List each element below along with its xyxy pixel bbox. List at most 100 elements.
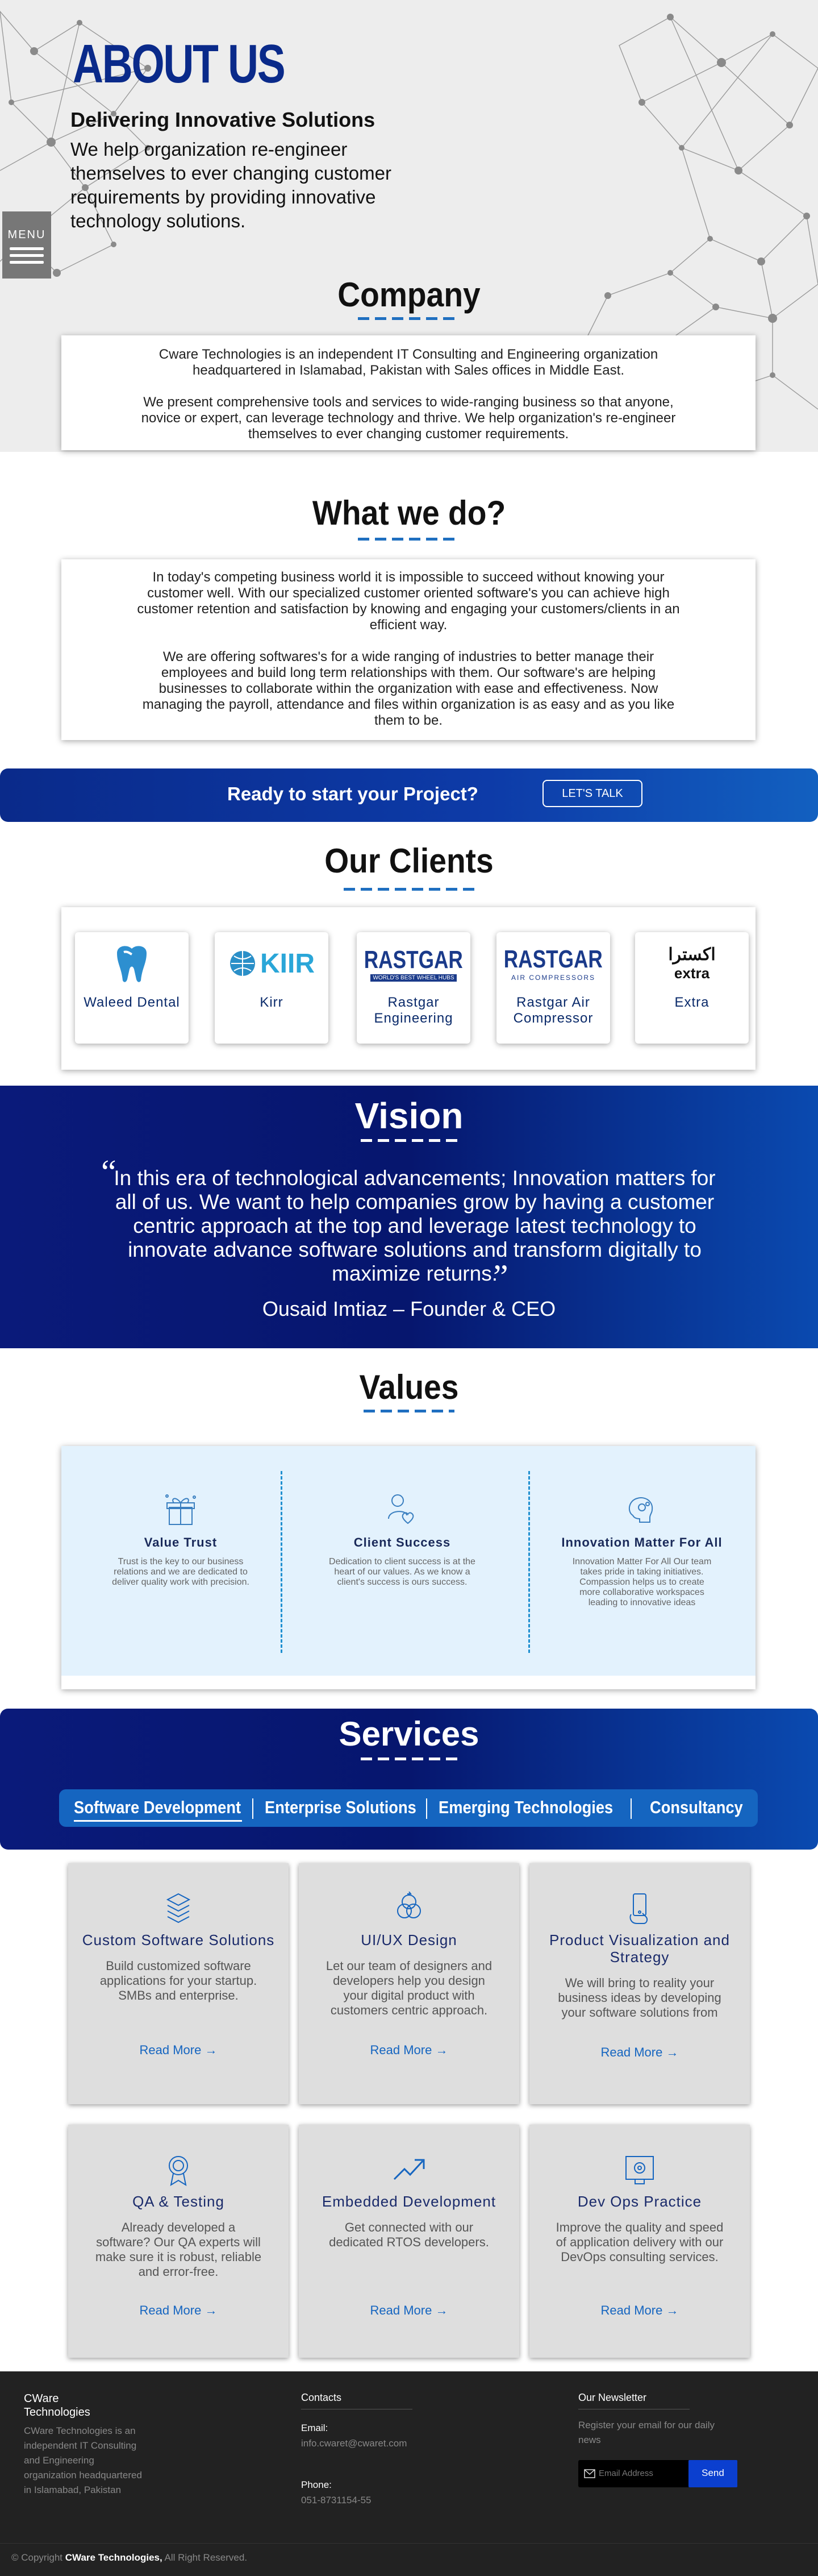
service-card-ui-ux[interactable]: UI/UX Design Let our team of designers a… [299,1863,519,2104]
newsletter-desc: Register your email for our daily news [578,2420,715,2445]
lets-talk-button[interactable]: LET'S TALK [542,780,642,807]
quote-open-icon: “ [101,1153,116,1191]
tab-software-development[interactable]: Software Development [74,1797,241,1817]
value-title: Value Trust [144,1535,218,1549]
email-label: Email: [301,2423,328,2433]
values-panel: Value Trust Trust is the key to our busi… [61,1446,756,1689]
active-tab-indicator [74,1820,242,1822]
rastgar-air-logo-text: RASTGAR [503,945,603,973]
arrow-right-icon: → [666,2045,679,2059]
phone-link[interactable]: 051-8731154-55 [301,2495,372,2506]
services-title: Services [339,1715,479,1753]
quote-close-icon: ” [493,1258,508,1295]
company-card: Cware Technologies is an independent IT … [61,335,756,450]
whatwedo-paragraph-2: We are offering softwares's for a wide r… [142,649,675,728]
company-paragraph-2: We present comprehensive tools and servi… [141,394,676,442]
services-title-underline [361,1758,457,1760]
arrow-right-icon: → [204,2043,218,2057]
newsletter-title: Our Newsletter [578,2392,647,2403]
service-desc: Get connected with our dedicated RTOS de… [329,2220,489,2249]
whatwedo-title: What we do? [312,494,506,532]
read-more-label: Read More [139,2303,202,2317]
service-desc: Already developed a software? Our QA exp… [95,2220,262,2279]
copyright-prefix: © Copyright [11,2552,63,2563]
arrow-right-icon: → [666,2303,679,2317]
company-title: Company [337,276,481,314]
extra-logo-arabic: اكسترا [668,945,716,964]
tab-enterprise-solutions[interactable]: Enterprise Solutions [265,1797,416,1817]
vision-author: Ousaid Imtiaz – Founder & CEO [262,1297,556,1320]
footer-divider [0,2543,818,2544]
copyright-suffix: All Right Reserved. [164,2552,248,2563]
badge-icon [68,2153,289,2187]
values-title-underline [364,1410,454,1412]
read-more-link[interactable]: Read More → [529,2045,750,2060]
footer-about: CWare Technologies is an independent IT … [24,2425,142,2495]
heart-person-icon [388,1494,414,1524]
tab-emerging-technologies[interactable]: Emerging Technologies [439,1797,614,1817]
client-card-rastgar-engineering[interactable]: RASTGAR WORLD'S BEST WHEEL HUBS Rastgar … [357,932,470,1044]
layers-icon [68,1892,289,1926]
value-divider [281,1471,282,1653]
vision-section: Vision “ In this era of technological ad… [0,1086,818,1348]
service-title: Dev Ops Practice [577,2193,702,2210]
mobile-touch-icon [529,1892,750,1926]
menu-label: MENU [7,228,46,241]
client-card-rastgar-air[interactable]: RASTGAR AIR COMPRESSORS Rastgar Air Comp… [496,932,610,1044]
cta-text: Ready to start your Project? [227,783,478,804]
company-paragraph-1: Cware Technologies is an independent IT … [158,347,658,378]
client-name: Rastgar Engineering [374,995,453,1026]
read-more-link[interactable]: Read More → [299,2043,519,2058]
service-card-product-visualization[interactable]: Product Visualization and Strategy We wi… [529,1863,750,2104]
menu-button[interactable]: MENU [2,211,51,279]
kirr-logo-text: KIIR [260,948,315,979]
client-card-waleed-dental[interactable]: Waleed Dental [75,932,189,1044]
service-card-embedded[interactable]: Embedded Development Get connected with … [299,2125,519,2358]
envelope-icon [584,2469,595,2478]
arrow-right-icon: → [435,2303,448,2317]
value-title: Client Success [353,1535,451,1549]
service-card-qa-testing[interactable]: QA & Testing Already developed a softwar… [68,2125,289,2358]
service-desc: Improve the quality and speed of applica… [556,2220,724,2264]
rastgar-logo-text: RASTGAR [364,945,464,974]
read-more-link[interactable]: Read More → [68,2043,289,2058]
newsletter-email-input[interactable]: Email Address [578,2460,690,2487]
clients-title: Our Clients [324,842,494,880]
read-more-link[interactable]: Read More → [299,2303,519,2318]
page-title: ABOUT US [73,34,286,94]
read-more-label: Read More [139,2043,202,2057]
whatwedo-paragraph-1: In today's competing business world it i… [137,570,680,633]
service-desc: Build customized software applications f… [99,1959,257,2002]
tooth-logo-icon [75,932,189,995]
values-title: Values [359,1368,459,1406]
service-card-custom-software[interactable]: Custom Software Solutions Build customiz… [68,1863,289,2104]
read-more-link[interactable]: Read More → [68,2303,289,2318]
value-item-innovation: Innovation Matter For All Innovation Mat… [540,1493,744,1608]
contacts-title: Contacts [301,2392,342,2403]
brain-gear-icon [628,1497,653,1523]
whatwedo-title-underline [358,538,460,541]
service-title: Embedded Development [322,2193,496,2210]
hero-description: We help organization re-engineer themsel… [70,139,391,231]
client-card-kirr[interactable]: KIIR Kirr [215,932,328,1044]
newsletter-send-button[interactable]: Send [688,2460,737,2487]
service-card-devops[interactable]: Dev Ops Practice Improve the quality and… [529,2125,750,2358]
vision-quote: In this era of technological advancement… [114,1166,716,1285]
cta-banner: Ready to start your Project? LET'S TALK [0,768,818,822]
value-divider [528,1471,530,1653]
tab-consultancy[interactable]: Consultancy [650,1797,743,1817]
email-link[interactable]: info.cwaret@cwaret.com [301,2438,407,2449]
copyright-brand-link[interactable]: CWare Technologies, [65,2552,162,2563]
service-title: Product Visualization and Strategy [549,1931,730,1966]
arrow-right-icon: → [435,2043,448,2057]
client-card-extra[interactable]: اكسترا extra Extra [635,932,749,1044]
tab-separator [631,1798,632,1819]
hamburger-icon [10,247,44,264]
trend-up-icon [299,2153,519,2187]
footer-brand: CWare Technologies [24,2392,90,2419]
read-more-label: Read More [600,2303,663,2317]
newsletter-email-placeholder: Email Address [599,2469,653,2478]
globe-logo-icon [230,951,255,976]
read-more-link[interactable]: Read More → [529,2303,750,2318]
client-name: Waleed Dental [84,995,180,1010]
